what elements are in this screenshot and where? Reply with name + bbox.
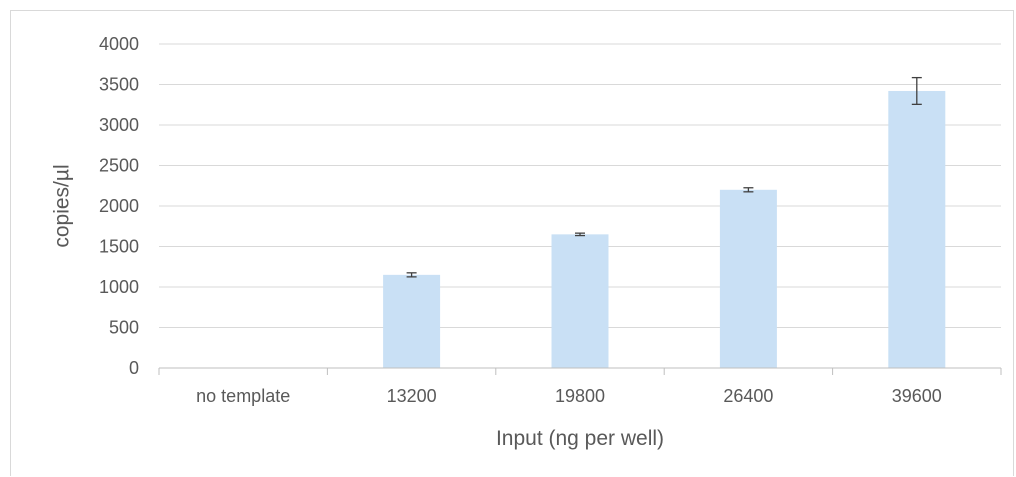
error-bars bbox=[406, 76, 922, 278]
y-tick-label: 1000 bbox=[99, 277, 139, 297]
y-tick-label: 4000 bbox=[99, 34, 139, 54]
y-tick-label: 2500 bbox=[99, 156, 139, 176]
bar bbox=[888, 90, 946, 368]
y-tick-label: 3000 bbox=[99, 115, 139, 135]
error-bar bbox=[406, 272, 417, 278]
bars bbox=[383, 90, 946, 368]
y-tick-label: 1500 bbox=[99, 237, 139, 257]
x-tick-label: 26400 bbox=[723, 386, 773, 406]
x-tick-label: 13200 bbox=[387, 386, 437, 406]
error-bar bbox=[743, 187, 754, 193]
bar-chart: 0 500 1000 1500 2000 2500 3000 3500 4000 no temp… bbox=[50, 34, 1002, 450]
x-tick-label: 39600 bbox=[892, 386, 942, 406]
bar bbox=[551, 234, 609, 368]
x-tick-label: no template bbox=[196, 386, 290, 406]
bar bbox=[719, 189, 777, 368]
x-tick-label: 19800 bbox=[555, 386, 605, 406]
y-tick-label: 2000 bbox=[99, 196, 139, 216]
y-tick-label: 500 bbox=[109, 318, 139, 338]
y-axis-title: copies/µl bbox=[50, 164, 73, 247]
chart-frame: 0 500 1000 1500 2000 2500 3000 3500 4000 no temp… bbox=[10, 10, 1014, 476]
y-tick-label: 3500 bbox=[99, 75, 139, 95]
error-bar bbox=[911, 76, 922, 105]
y-tick-label: 0 bbox=[129, 358, 139, 378]
y-tick-labels: 0 500 1000 1500 2000 2500 3000 3500 4000 bbox=[99, 34, 139, 378]
x-axis-title: Input (ng per well) bbox=[496, 427, 664, 450]
error-bar bbox=[575, 232, 585, 237]
x-tick-labels: no template 13200 19800 26400 39600 bbox=[196, 386, 942, 406]
x-axis bbox=[158, 367, 1002, 375]
bar bbox=[383, 274, 441, 368]
